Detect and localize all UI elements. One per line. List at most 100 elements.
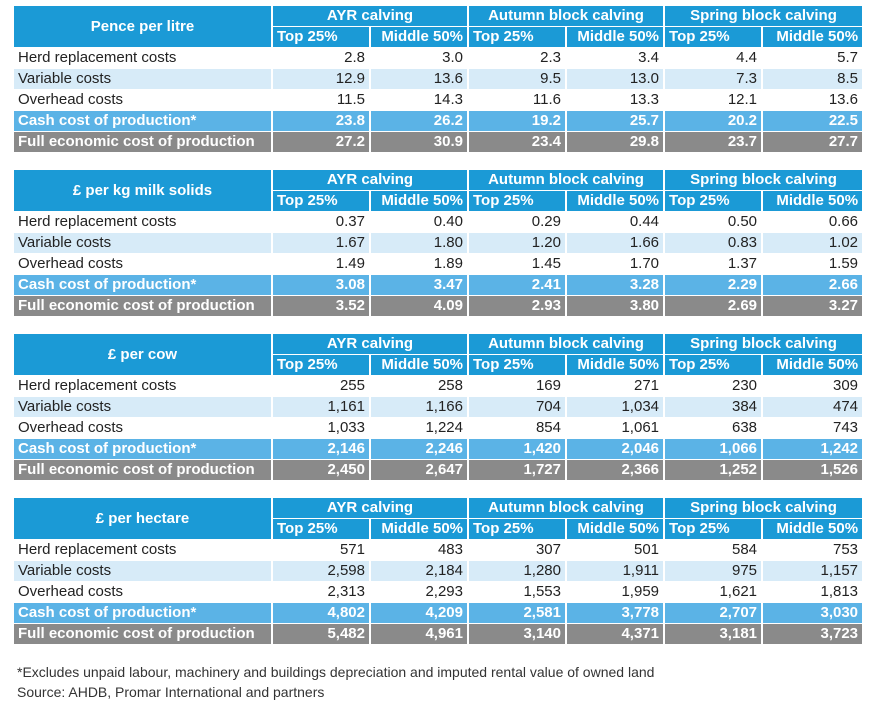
table-row: Full economic cost of production 27.2 30.9…	[14, 131, 863, 153]
table-cell: 8.5	[762, 68, 863, 90]
sub-header: Middle 50%	[370, 26, 469, 48]
table-cell: 4,961	[370, 623, 469, 645]
table-row: Variable costs 2,598 2,184 1,280 1,911 975 1,1…	[14, 560, 863, 582]
row-label: Full economic cost of production	[14, 295, 273, 317]
table-cell: 975	[664, 560, 764, 582]
table-cell: 1.20	[468, 232, 567, 254]
row-label: Herd replacement costs	[14, 211, 273, 233]
table-cell: 1,621	[664, 581, 764, 603]
table-cell: 2.8	[272, 47, 371, 69]
table-cell: 2,293	[370, 581, 469, 603]
group-header: AYR calving	[272, 498, 469, 519]
table-cell: 3,181	[664, 623, 764, 645]
table-cell: 7.3	[664, 68, 764, 90]
group-header: Spring block calving	[664, 6, 863, 27]
table-cell: 474	[762, 396, 863, 418]
sub-header: Middle 50%	[762, 518, 863, 540]
sub-header: Top 25%	[664, 190, 764, 212]
table-cell: 1,252	[664, 459, 764, 481]
group-header: Spring block calving	[664, 498, 863, 519]
table-cell: 2,581	[468, 602, 567, 624]
table-cell: 230	[664, 375, 764, 397]
table-cell: 1,066	[664, 438, 764, 460]
table-cell: 1.89	[370, 253, 469, 275]
table-row: Herd replacement costs 255 258 169 271 230 309	[14, 375, 863, 397]
table-cell: 4,802	[272, 602, 371, 624]
table-row: Cash cost of production* 23.8 26.2 19.2 25.7…	[14, 110, 863, 132]
sub-header: Top 25%	[272, 190, 371, 212]
table-cell: 2.41	[468, 274, 567, 296]
table-cell: 13.0	[566, 68, 666, 90]
table-cell: 0.83	[664, 232, 764, 254]
table-cell: 13.3	[566, 89, 666, 111]
row-label: Variable costs	[14, 232, 273, 254]
source-note: Source: AHDB, Promar International and p…	[17, 684, 325, 700]
table-cell: 0.44	[566, 211, 666, 233]
table-cell: 255	[272, 375, 371, 397]
table-cell: 4.09	[370, 295, 469, 317]
table-cell: 571	[272, 539, 371, 561]
sub-header: Middle 50%	[566, 26, 666, 48]
table-row: Overhead costs 11.5 14.3 11.6 13.3 12.1 13.6	[14, 89, 863, 111]
table-row: Variable costs 12.9 13.6 9.5 13.0 7.3 8.5	[14, 68, 863, 90]
table-cell: 0.40	[370, 211, 469, 233]
table-row: Cash cost of production* 3.08 3.47 2.41 3.28…	[14, 274, 863, 296]
table-cell: 2,366	[566, 459, 666, 481]
table-cell: 5.7	[762, 47, 863, 69]
table-cell: 2,046	[566, 438, 666, 460]
table-cell: 23.4	[468, 131, 567, 153]
table-cell: 5,482	[272, 623, 371, 645]
table-cell: 29.8	[566, 131, 666, 153]
sub-header: Top 25%	[468, 354, 567, 376]
table-cell: 1,166	[370, 396, 469, 418]
row-label: Herd replacement costs	[14, 47, 273, 69]
table-cell: 1,959	[566, 581, 666, 603]
table-cell: 19.2	[468, 110, 567, 132]
table-cell: 1.80	[370, 232, 469, 254]
table-row: Cash cost of production* 4,802 4,209 2,581 3…	[14, 602, 863, 624]
table-cell: 13.6	[370, 68, 469, 90]
sub-header: Middle 50%	[762, 190, 863, 212]
table-cell: 3,778	[566, 602, 666, 624]
table-cell: 501	[566, 539, 666, 561]
table-row: Overhead costs 2,313 2,293 1,553 1,959 1,621 1…	[14, 581, 863, 603]
table-row: Herd replacement costs 0.37 0.40 0.29 0.44 0.…	[14, 211, 863, 233]
sub-header: Middle 50%	[566, 354, 666, 376]
table-cell: 753	[762, 539, 863, 561]
table-cell: 11.6	[468, 89, 567, 111]
table-cell: 0.50	[664, 211, 764, 233]
table-cell: 3.0	[370, 47, 469, 69]
table-row: Variable costs 1,161 1,166 704 1,034 384 474	[14, 396, 863, 418]
table-cell: 704	[468, 396, 567, 418]
sub-header: Top 25%	[664, 518, 764, 540]
table-cell: 1.37	[664, 253, 764, 275]
table-cell: 2,707	[664, 602, 764, 624]
table-cell: 1.66	[566, 232, 666, 254]
group-header: Spring block calving	[664, 170, 863, 191]
table-cell: 307	[468, 539, 567, 561]
table-row: Full economic cost of production 5,482 4,9…	[14, 623, 863, 645]
table-cell: 1,033	[272, 417, 371, 439]
sub-header: Middle 50%	[370, 354, 469, 376]
group-header: Spring block calving	[664, 334, 863, 355]
row-label: Cash cost of production*	[14, 274, 273, 296]
sub-header: Middle 50%	[370, 190, 469, 212]
row-label: Variable costs	[14, 560, 273, 582]
table-row: Cash cost of production* 2,146 2,246 1,420 2…	[14, 438, 863, 460]
table-cell: 2.3	[468, 47, 567, 69]
table-cell: 2,246	[370, 438, 469, 460]
table-cell: 20.2	[664, 110, 764, 132]
row-label: Cash cost of production*	[14, 110, 273, 132]
row-label: Variable costs	[14, 68, 273, 90]
table-cell: 2,146	[272, 438, 371, 460]
table-cell: 3.47	[370, 274, 469, 296]
table-cell: 2.69	[664, 295, 764, 317]
group-header: Autumn block calving	[468, 6, 666, 27]
table-cell: 4.4	[664, 47, 764, 69]
sub-header: Middle 50%	[762, 26, 863, 48]
row-label: Cash cost of production*	[14, 602, 273, 624]
table-cell: 638	[664, 417, 764, 439]
table-cell: 1,224	[370, 417, 469, 439]
table-cell: 384	[664, 396, 764, 418]
table-title: £ per kg milk solids	[14, 170, 273, 212]
